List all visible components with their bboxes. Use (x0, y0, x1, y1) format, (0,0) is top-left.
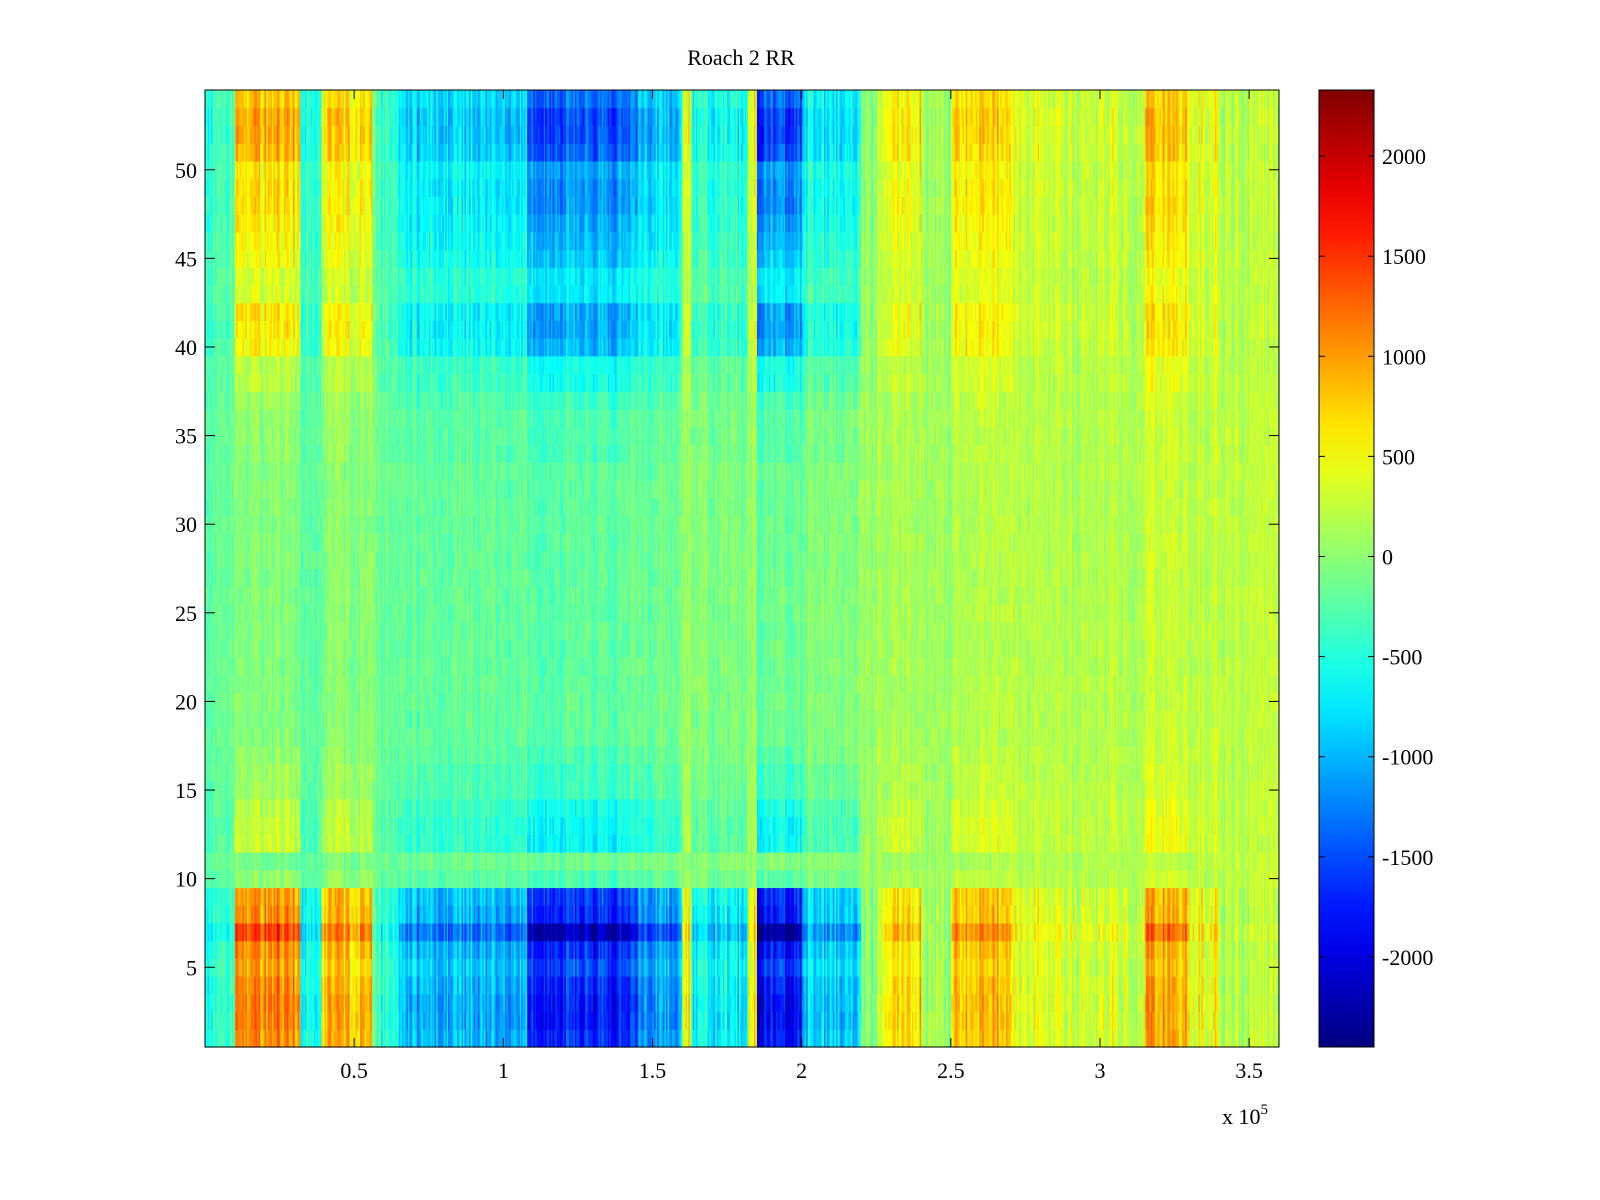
heatmap-cells (205, 90, 1280, 1048)
chart-title: Roach 2 RR (687, 45, 795, 70)
